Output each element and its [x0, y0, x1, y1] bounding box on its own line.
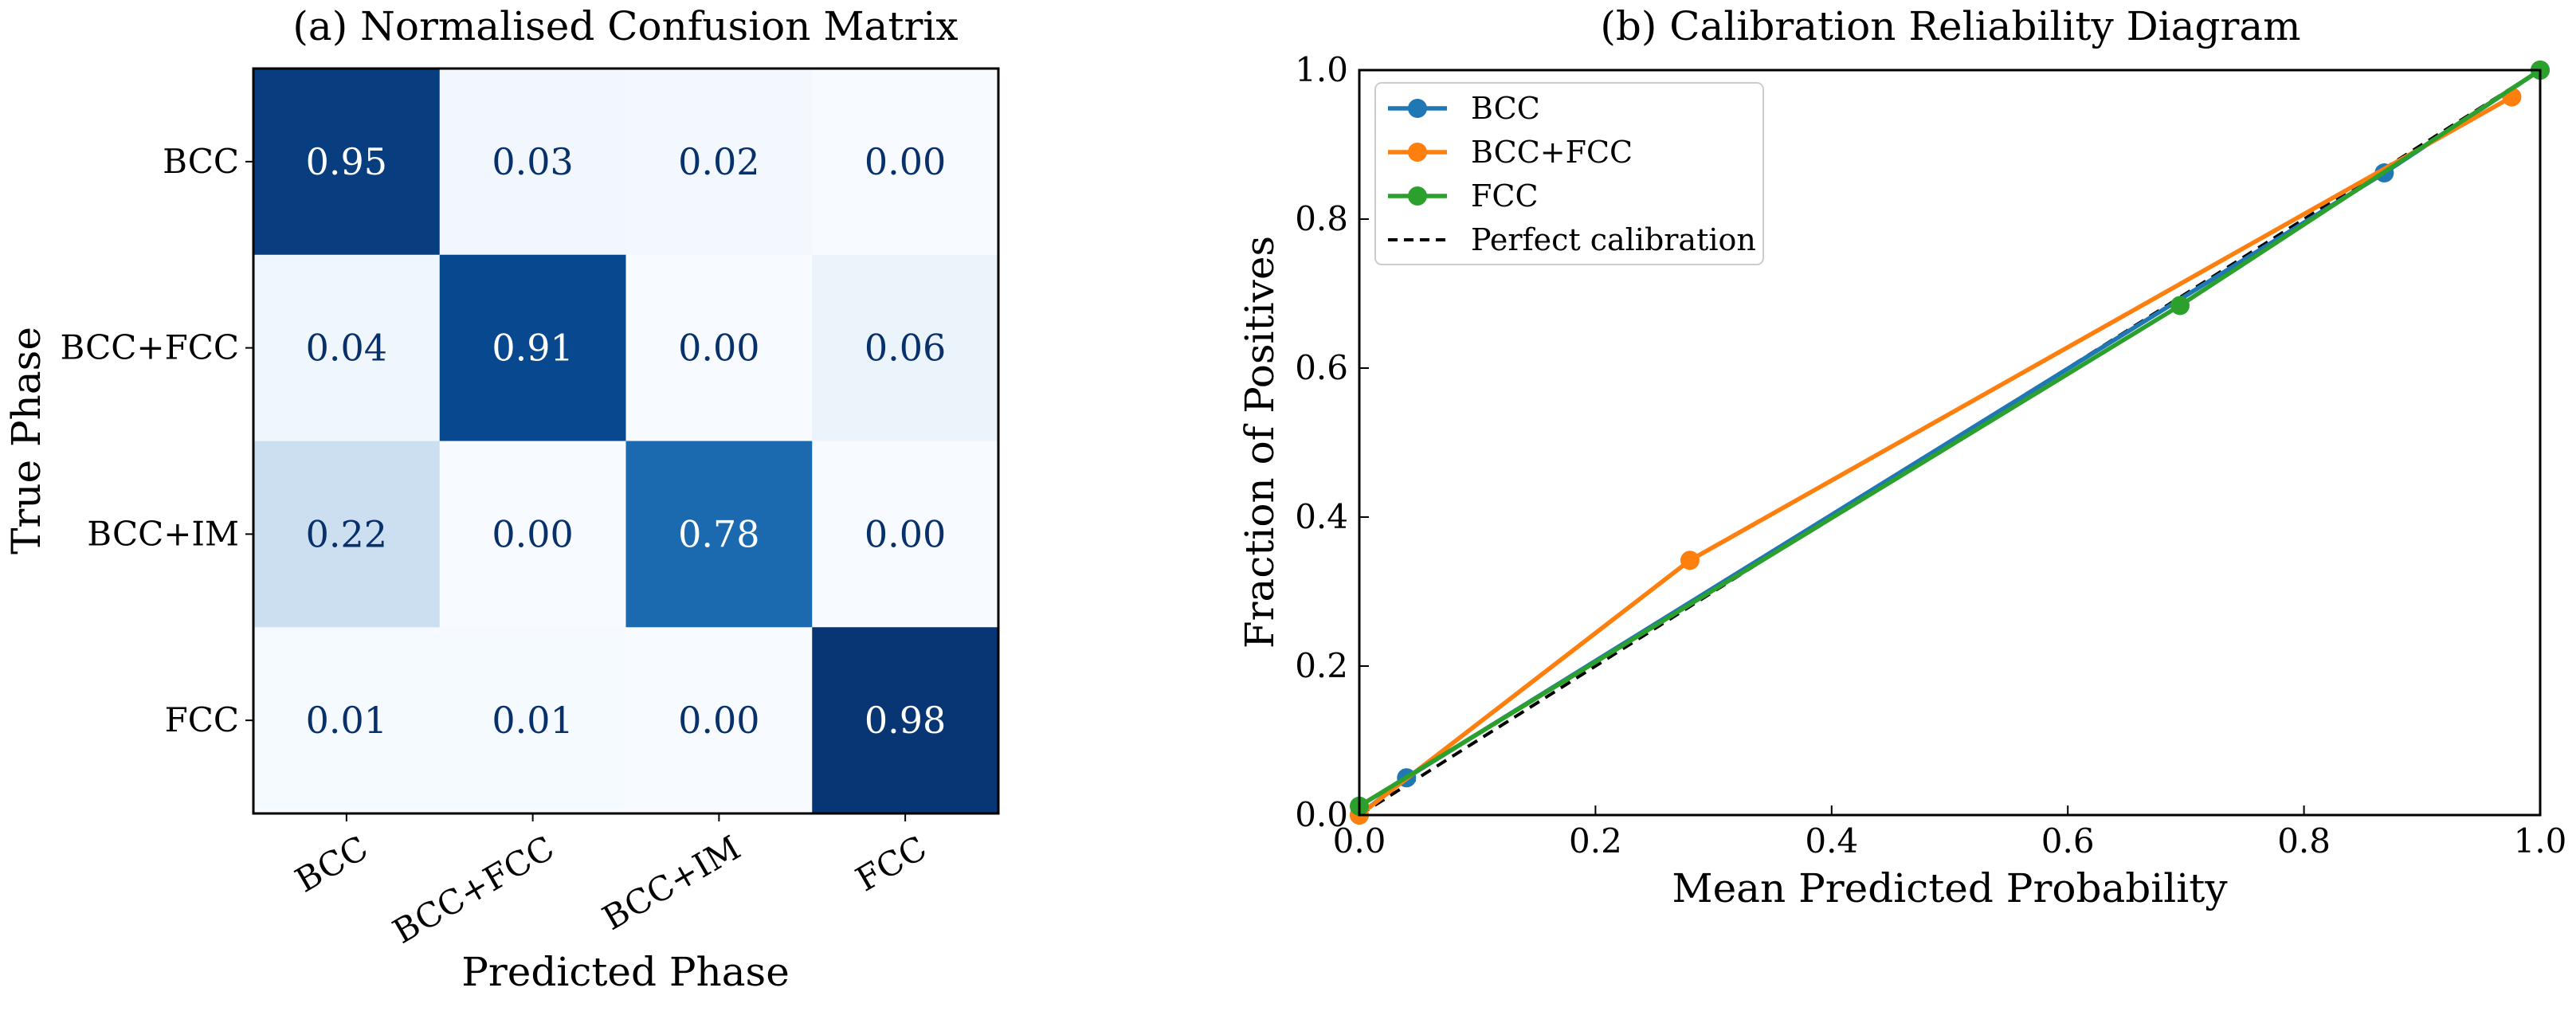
cal-x-tick-label: 0.2 — [1569, 821, 1622, 860]
cm-cell-value: 0.04 — [306, 327, 387, 370]
cm-cell-3-2 — [625, 627, 813, 814]
cal-x-tick-label: 0.4 — [1805, 821, 1858, 860]
legend-marker — [1408, 143, 1427, 162]
cm-cell-0-0 — [253, 69, 441, 256]
cal-series-point-2 — [2170, 296, 2190, 316]
cm-cell-3-0 — [253, 627, 441, 814]
confusion-matrix-ylabel: True Phase — [3, 327, 49, 555]
cal-x-tick-label: 1.0 — [2514, 821, 2567, 860]
calibration-title: (b) Calibration Reliability Diagram — [1600, 3, 2300, 49]
confusion-matrix-cells: 0.95 0.03 0.02 0.00 0.04 0.91 0.00 0.06 0.22 0.00… — [253, 69, 999, 814]
cal-y-tick-label: 0.6 — [1295, 348, 1348, 387]
cm-cell-value: 0.01 — [306, 699, 387, 742]
calibration-ylabel: Fraction of Positives — [1237, 236, 1283, 649]
cm-cell-1-3 — [812, 254, 999, 441]
cal-y-tick-label: 0.4 — [1295, 497, 1348, 536]
confusion-matrix-x-tick-labels: BCC BCC+FCC BCC+IM FCC — [288, 813, 933, 951]
cm-y-tick-label: BCC+IM — [87, 514, 239, 553]
cm-cell-value: 0.98 — [865, 699, 946, 742]
cm-cell-3-1 — [439, 627, 626, 814]
calibration-xlabel: Mean Predicted Probability — [1672, 865, 2228, 911]
calibration-panel: (b) Calibration Reliability Diagram 0.0 0… — [1237, 3, 2566, 911]
cal-x-tick-label: 0.6 — [2041, 821, 2095, 860]
legend-marker — [1408, 186, 1427, 206]
cm-cell-value: 0.00 — [678, 327, 759, 370]
cm-y-tick-label: BCC — [163, 142, 239, 181]
cm-cell-2-0 — [253, 441, 441, 628]
cm-cell-3-3 — [812, 627, 999, 814]
cm-cell-value: 0.00 — [865, 512, 946, 555]
confusion-matrix-y-tick-labels: BCC BCC+FCC BCC+IM FCC — [60, 142, 253, 739]
legend-label: BCC+FCC — [1471, 135, 1633, 170]
confusion-matrix-frame — [252, 67, 1000, 815]
cm-y-tick-label: FCC — [165, 700, 239, 739]
cm-cell-value: 0.00 — [678, 699, 759, 742]
cm-cell-0-1 — [439, 69, 626, 256]
cm-cell-value: 0.00 — [492, 512, 573, 555]
cm-cell-value: 0.78 — [678, 512, 759, 555]
legend-label: Perfect calibration — [1471, 222, 1756, 257]
confusion-matrix-title: (a) Normalised Confusion Matrix — [292, 3, 958, 49]
legend-label: FCC — [1471, 178, 1539, 214]
confusion-matrix-panel: (a) Normalised Confusion Matrix 0.95 0.03… — [3, 3, 1000, 995]
cm-cell-value: 0.06 — [865, 327, 946, 370]
cal-y-tick-label: 0.0 — [1295, 795, 1348, 834]
cm-cell-1-0 — [253, 254, 441, 441]
cm-x-tick-label: BCC+FCC — [386, 828, 561, 951]
cal-y-tick-label: 1.0 — [1295, 50, 1348, 89]
cm-x-tick-label: BCC — [288, 828, 374, 900]
cm-x-tick-label: BCC+IM — [596, 828, 747, 938]
legend-marker — [1408, 99, 1427, 118]
cal-y-tick-label: 0.8 — [1295, 199, 1348, 238]
calibration-ticks: 0.0 0.2 0.4 0.6 0.8 1.0 0.0 0.2 0.4 0.6 0.8 1.0 — [1295, 50, 2566, 860]
cm-cell-value: 0.03 — [492, 140, 573, 183]
cm-cell-1-2 — [625, 254, 813, 441]
cm-cell-value: 0.22 — [306, 512, 387, 555]
calibration-legend: BCC BCC+FCC FCC Perfect calibration — [1374, 82, 1764, 265]
cm-x-tick-label: FCC — [849, 828, 933, 899]
cal-x-tick-label: 0.8 — [2277, 821, 2331, 860]
cm-cell-2-1 — [439, 441, 626, 628]
legend-label: BCC — [1471, 91, 1540, 126]
cm-y-tick-label: BCC+FCC — [60, 328, 239, 367]
cal-x-tick-label: 0.0 — [1333, 821, 1386, 860]
confusion-matrix-xlabel: Predicted Phase — [461, 949, 790, 995]
calibration-plot-frame — [1358, 69, 2542, 817]
cm-cell-0-3 — [812, 69, 999, 256]
cal-series-point-1 — [1680, 551, 1700, 570]
cm-cell-2-3 — [812, 441, 999, 628]
cm-cell-value: 0.00 — [865, 140, 946, 183]
cm-cell-1-1 — [439, 254, 626, 441]
cm-cell-2-2 — [625, 441, 813, 628]
cal-y-tick-label: 0.2 — [1295, 646, 1348, 685]
cm-cell-0-2 — [625, 69, 813, 256]
legend-box — [1374, 82, 1764, 265]
cm-cell-value: 0.91 — [492, 327, 573, 370]
cm-cell-value: 0.01 — [492, 699, 573, 742]
cm-cell-value: 0.95 — [306, 140, 387, 183]
cm-cell-value: 0.02 — [678, 140, 759, 183]
calibration-series — [1350, 61, 2550, 825]
